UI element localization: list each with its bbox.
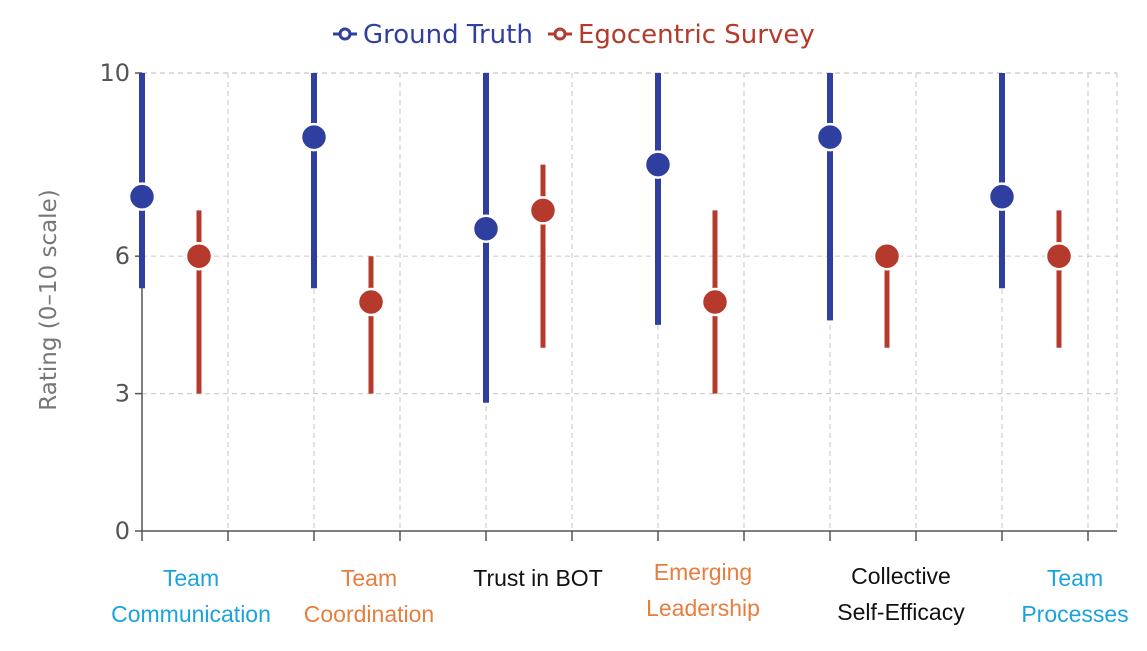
y-tick-label: 3 [115,380,130,408]
y-tick-label: 6 [115,242,130,270]
legend-label: Ground Truth [363,20,533,50]
x-label-line: Team [340,565,398,591]
x-label-trust-in-bot: Trust in BOT [448,560,628,596]
x-label-line: Self-Efficacy [837,599,965,625]
data-point [127,182,157,211]
y-tick-label: 0 [115,517,130,545]
x-label-team-processes: Team Processes [985,560,1147,632]
data-point [528,196,558,225]
data-point [299,122,329,152]
x-label-line: Coordination [303,601,435,627]
data-point [1044,241,1074,271]
data-point [471,214,501,243]
legend-marker [338,27,352,41]
marks [127,73,1074,403]
data-point [700,287,730,317]
data-point [184,241,214,271]
x-label-line: Collective [851,563,951,589]
data-point [356,287,386,317]
x-label-line: Team [1046,565,1104,591]
x-label-line: Leadership [646,595,760,621]
data-point [987,182,1017,211]
data-point [643,150,673,179]
grid [142,72,1118,531]
x-label-line: Processes [1021,601,1129,627]
x-label-line: Trust in BOT [473,565,603,591]
y-axis-label: Rating (0–10 scale) [36,189,62,410]
x-label-line: Communication [111,601,271,627]
data-point [872,241,902,271]
x-label-line: Emerging [653,559,753,585]
x-label-collective-self-efficacy: Collective Self-Efficacy [811,558,991,630]
legend-marker [553,27,567,41]
x-label-team-coordination: Team Coordination [279,560,459,632]
x-label-line: Team [162,565,220,591]
y-tick-label: 10 [99,59,130,87]
x-label-team-communication: Team Communication [101,560,281,632]
data-point [815,122,845,152]
legend-label: Egocentric Survey [578,20,815,50]
axes: 0 3 6 10 [99,59,1117,545]
x-label-emerging-leadership: Emerging Leadership [613,554,793,626]
legend: Ground Truth Egocentric Survey [333,20,815,50]
